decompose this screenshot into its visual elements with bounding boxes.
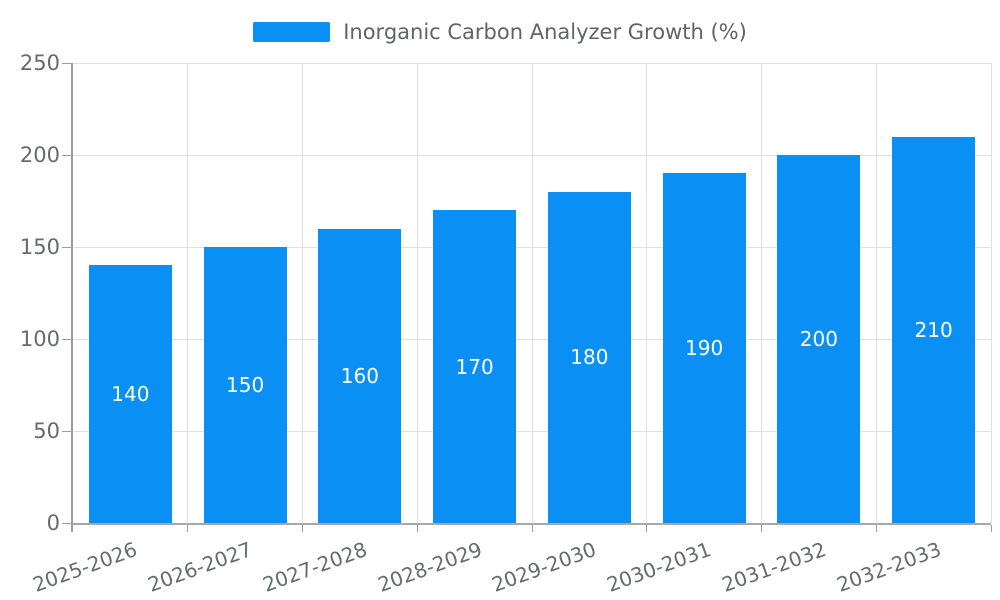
x-tick-label: 2031-2032 (718, 537, 830, 597)
bar[interactable] (662, 173, 746, 523)
v-gridline (531, 63, 533, 523)
x-axis-tick (875, 525, 877, 532)
y-axis-tick (62, 154, 73, 156)
bar-value-label: 140 (111, 382, 150, 407)
y-axis-tick (62, 522, 73, 524)
x-tick-label: 2030-2031 (603, 537, 715, 597)
x-axis-tick (531, 525, 533, 532)
v-gridline (416, 63, 418, 523)
y-axis-tick (62, 430, 73, 432)
x-tick-label: 2032-2033 (833, 537, 944, 597)
v-gridline (990, 63, 992, 523)
bar[interactable] (433, 210, 517, 523)
bar[interactable] (203, 247, 287, 523)
x-tick-label: 2027-2028 (259, 537, 371, 597)
bar-value-label: 160 (340, 363, 379, 388)
y-tick-label: 100 (19, 327, 60, 351)
legend-item[interactable]: Inorganic Carbon Analyzer Growth (%) (0, 20, 1000, 44)
y-tick-label: 150 (19, 235, 60, 259)
bar-value-label: 200 (799, 327, 838, 351)
v-gridline (761, 63, 762, 523)
v-gridline (302, 63, 303, 523)
bar-value-label: 150 (226, 373, 265, 397)
y-axis-tick (62, 62, 73, 64)
legend-swatch (253, 22, 331, 42)
bar[interactable] (892, 136, 976, 523)
bar[interactable] (777, 155, 861, 523)
bar-value-label: 170 (455, 354, 494, 379)
x-axis-tick (646, 525, 648, 532)
bar-value-label: 180 (570, 345, 609, 370)
bar[interactable] (318, 228, 402, 523)
x-axis-tick (302, 525, 303, 532)
x-axis-line (71, 523, 991, 525)
bar-value-label: 210 (914, 317, 953, 342)
x-tick-label: 2025-2026 (29, 537, 141, 597)
x-tick-label: 2026-2027 (144, 537, 256, 597)
x-axis-tick (990, 525, 992, 532)
y-tick-label: 50 (33, 419, 60, 443)
y-tick-label: 0 (46, 511, 60, 535)
x-axis-tick (416, 525, 418, 532)
y-axis-tick (62, 338, 73, 340)
x-tick-label: 2028-2029 (374, 537, 485, 597)
bar[interactable] (88, 265, 172, 523)
v-gridline (875, 63, 877, 523)
y-tick-label: 250 (19, 51, 60, 75)
v-gridline (646, 63, 648, 523)
bar-value-label: 190 (685, 336, 724, 361)
y-axis-tick (62, 246, 73, 248)
x-axis-tick (761, 525, 762, 532)
y-axis-line (71, 63, 73, 532)
y-tick-label: 200 (19, 143, 60, 167)
v-gridline (187, 63, 189, 523)
bar[interactable] (547, 191, 631, 523)
x-axis-tick (187, 525, 189, 532)
plot-area: 0 50 100 150 200 250 140 2025-2026 150 2026-2027 1… (20, 51, 992, 597)
x-tick-label: 2029-2030 (488, 537, 600, 597)
legend-label: Inorganic Carbon Analyzer Growth (%) (343, 20, 747, 44)
